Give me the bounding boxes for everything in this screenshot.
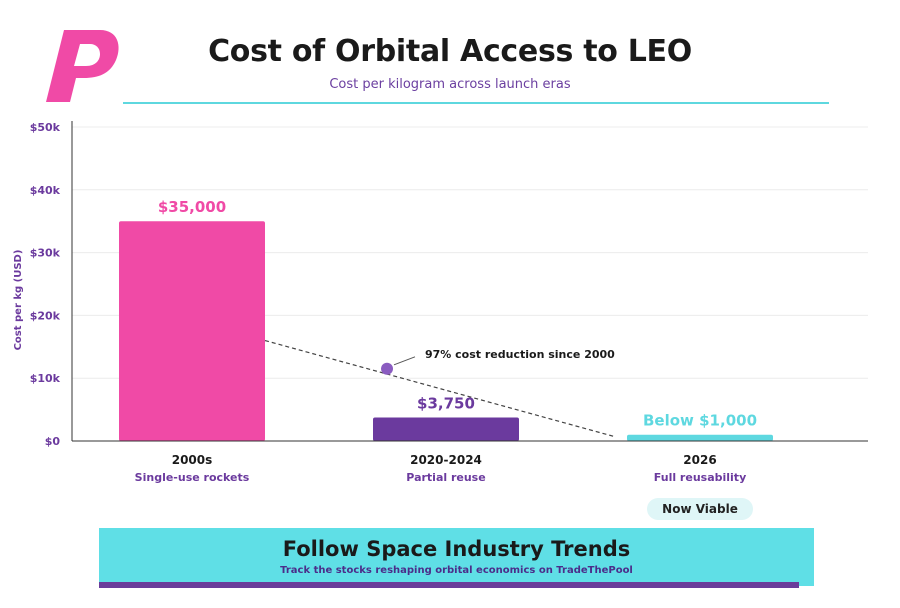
x-tick-sublabel: Full reusability	[654, 471, 746, 484]
brand-p-logo-icon	[46, 30, 119, 102]
trend-marker	[381, 362, 393, 375]
x-tick-label: 2000s	[172, 453, 213, 467]
x-tick-sublabel: Partial reuse	[406, 471, 485, 484]
bar-2	[373, 417, 519, 441]
y-axis-label: Cost per kg (USD)	[13, 250, 24, 351]
now-viable-badge: Now Viable	[647, 498, 753, 520]
x-tick-label: 2026	[683, 453, 716, 467]
y-tick-label: $0	[45, 435, 61, 448]
y-tick-label: $30k	[30, 247, 61, 260]
x-tick-label: 2020-2024	[410, 453, 482, 467]
page-title: Cost of Orbital Access to LEO	[208, 34, 692, 69]
chart-trend	[264, 339, 617, 438]
data-label: $3,750	[417, 394, 475, 412]
trend-line	[264, 339, 617, 438]
annotation-leader	[393, 356, 416, 366]
chart-bars	[119, 221, 773, 441]
data-label: $35,000	[158, 198, 226, 216]
cta-underline	[99, 582, 799, 588]
data-label: Below $1,000	[643, 412, 757, 430]
y-tick-label: $20k	[30, 309, 61, 322]
title-divider	[123, 102, 829, 104]
chart-axes: $0 $10k $20k $30k $40k $50k Cost per kg (USD)	[13, 121, 868, 448]
cta-subtitle: Track the stocks reshaping orbital econo…	[280, 565, 633, 576]
bar-1	[119, 221, 265, 441]
bar-3	[627, 434, 773, 441]
page-subtitle: Cost per kilogram across launch eras	[329, 77, 571, 92]
y-tick-label: $10k	[30, 372, 61, 385]
x-tick-sublabel: Single-use rockets	[135, 471, 250, 484]
annotation-text: 97% cost reduction since 2000	[425, 348, 615, 361]
cta-title: Follow Space Industry Trends	[282, 537, 631, 561]
y-tick-label: $40k	[30, 184, 61, 197]
y-tick-label: $50k	[30, 121, 61, 134]
cta-banner[interactable]: Follow Space Industry Trends Track the s…	[99, 528, 814, 586]
chart-labels: $35,000 2000s Single-use rockets $3,750 2020…	[135, 198, 757, 484]
